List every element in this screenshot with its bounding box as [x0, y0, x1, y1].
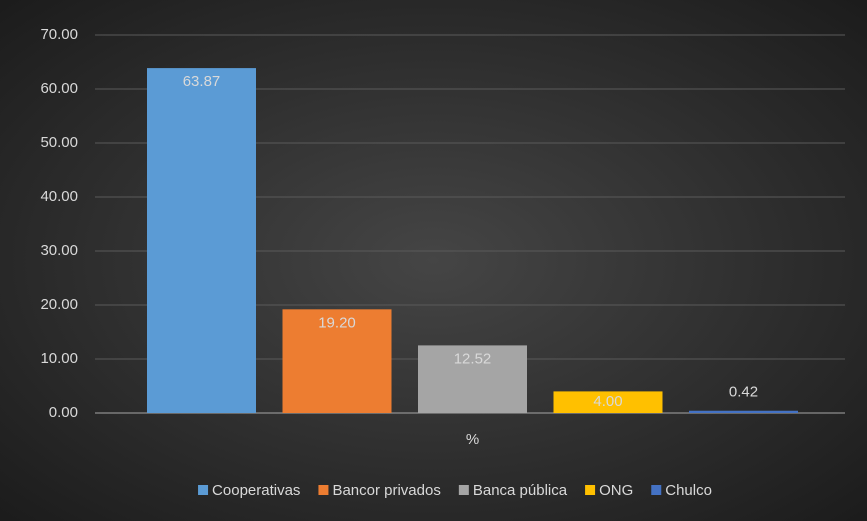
legend-swatch [318, 485, 329, 495]
x-tick-label: % [466, 431, 479, 448]
legend-swatch [458, 485, 469, 495]
y-tick-label: 30.00 [40, 242, 78, 259]
data-label: 19.20 [318, 314, 356, 331]
bar [147, 68, 256, 414]
y-tick-label: 10.00 [40, 350, 78, 367]
legend-label: Bancor privados [332, 482, 440, 499]
data-label: 0.42 [729, 384, 758, 401]
legend-label: Banca pública [473, 482, 568, 499]
data-label: 4.00 [593, 393, 622, 410]
legend-swatch [651, 485, 662, 495]
y-tick-label: 40.00 [40, 188, 78, 205]
data-label: 63.87 [183, 73, 221, 90]
legend-swatch [198, 485, 209, 495]
y-tick-label: 0.00 [49, 404, 78, 421]
bar [282, 309, 392, 413]
legend-label: Chulco [665, 482, 712, 499]
bar [553, 391, 663, 413]
y-tick-label: 20.00 [40, 296, 78, 313]
bar [689, 410, 798, 413]
legend-swatch [585, 485, 596, 495]
bar [418, 345, 527, 413]
y-tick-label: 50.00 [40, 134, 78, 151]
legend-label: ONG [599, 482, 633, 499]
y-tick-label: 60.00 [40, 80, 78, 97]
y-tick-label: 70.00 [40, 26, 78, 43]
legend-label: Cooperativas [212, 482, 300, 499]
data-label: 12.52 [454, 350, 492, 367]
